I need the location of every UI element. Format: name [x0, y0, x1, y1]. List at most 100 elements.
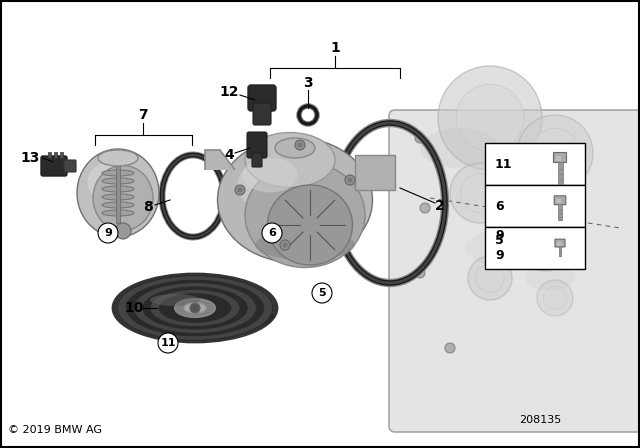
Ellipse shape	[476, 264, 504, 292]
FancyBboxPatch shape	[554, 152, 566, 163]
Ellipse shape	[102, 178, 134, 184]
Text: 10: 10	[124, 301, 144, 315]
Ellipse shape	[245, 163, 365, 267]
Text: 6: 6	[495, 199, 504, 212]
Circle shape	[262, 223, 282, 243]
Text: 1: 1	[330, 41, 340, 55]
Bar	[355, 155, 395, 190]
Ellipse shape	[98, 150, 138, 166]
FancyBboxPatch shape	[247, 132, 267, 158]
Ellipse shape	[543, 286, 566, 310]
Ellipse shape	[420, 128, 500, 168]
Ellipse shape	[255, 230, 355, 260]
Bar	[485, 185, 585, 227]
Text: © 2019 BMW AG: © 2019 BMW AG	[8, 425, 102, 435]
Circle shape	[235, 185, 245, 195]
Text: 2: 2	[435, 199, 445, 213]
Bar	[485, 143, 585, 185]
Ellipse shape	[93, 165, 153, 231]
Ellipse shape	[166, 296, 224, 320]
Bar	[557, 162, 563, 184]
FancyBboxPatch shape	[253, 103, 271, 125]
Bar	[558, 204, 562, 220]
Ellipse shape	[237, 157, 315, 213]
Ellipse shape	[113, 274, 277, 342]
Bar	[557, 198, 561, 203]
Circle shape	[115, 223, 131, 239]
Circle shape	[282, 242, 287, 247]
Polygon shape	[205, 150, 235, 170]
Circle shape	[158, 333, 178, 353]
Circle shape	[298, 142, 303, 147]
Text: 11: 11	[495, 158, 513, 171]
FancyBboxPatch shape	[41, 156, 67, 176]
FancyBboxPatch shape	[252, 153, 262, 167]
Text: 12: 12	[220, 85, 239, 99]
Ellipse shape	[175, 299, 215, 317]
FancyBboxPatch shape	[554, 196, 566, 205]
Ellipse shape	[537, 280, 573, 316]
Ellipse shape	[184, 303, 206, 313]
Ellipse shape	[158, 293, 232, 323]
Text: 5: 5	[318, 288, 326, 298]
Ellipse shape	[245, 133, 335, 188]
Bar	[116, 163, 120, 223]
Ellipse shape	[461, 173, 499, 212]
FancyBboxPatch shape	[555, 239, 565, 247]
Ellipse shape	[102, 170, 134, 176]
Ellipse shape	[517, 115, 593, 191]
Circle shape	[312, 283, 332, 303]
Circle shape	[345, 175, 355, 185]
Text: 11: 11	[160, 338, 176, 348]
Ellipse shape	[150, 294, 200, 306]
Ellipse shape	[465, 231, 535, 266]
Text: 4: 4	[224, 148, 234, 162]
Circle shape	[415, 268, 425, 278]
Ellipse shape	[450, 163, 510, 223]
Circle shape	[280, 240, 290, 250]
Ellipse shape	[117, 276, 273, 340]
Ellipse shape	[126, 299, 274, 333]
Ellipse shape	[102, 202, 134, 208]
Ellipse shape	[525, 266, 575, 290]
Text: 208135: 208135	[519, 415, 561, 425]
Text: 6: 6	[268, 228, 276, 238]
Ellipse shape	[456, 84, 524, 152]
Bar	[559, 246, 561, 256]
Ellipse shape	[500, 173, 560, 203]
Bar	[556, 155, 561, 161]
Text: 7: 7	[138, 108, 148, 122]
Ellipse shape	[468, 256, 512, 300]
Ellipse shape	[77, 149, 159, 237]
Ellipse shape	[125, 279, 265, 337]
Text: 13: 13	[20, 151, 40, 165]
Ellipse shape	[243, 158, 298, 193]
Circle shape	[420, 203, 430, 213]
Ellipse shape	[134, 283, 257, 333]
Text: 8: 8	[143, 200, 153, 214]
Ellipse shape	[102, 186, 134, 192]
Circle shape	[237, 188, 243, 193]
Circle shape	[98, 223, 118, 243]
Ellipse shape	[527, 225, 563, 261]
Ellipse shape	[141, 286, 248, 330]
Ellipse shape	[268, 185, 353, 265]
Ellipse shape	[150, 289, 240, 327]
Ellipse shape	[438, 66, 542, 170]
Bar	[557, 241, 561, 246]
Ellipse shape	[88, 163, 129, 202]
Circle shape	[445, 343, 455, 353]
FancyBboxPatch shape	[389, 110, 640, 432]
FancyBboxPatch shape	[64, 160, 76, 172]
Text: 9: 9	[104, 228, 112, 238]
Ellipse shape	[102, 194, 134, 200]
Circle shape	[415, 133, 425, 143]
Ellipse shape	[275, 138, 315, 158]
Ellipse shape	[531, 128, 580, 178]
Ellipse shape	[517, 215, 573, 271]
Bar	[54, 152, 56, 158]
Bar	[485, 227, 585, 269]
FancyBboxPatch shape	[248, 85, 276, 111]
Text: 5
9: 5 9	[495, 234, 504, 262]
Circle shape	[295, 140, 305, 150]
